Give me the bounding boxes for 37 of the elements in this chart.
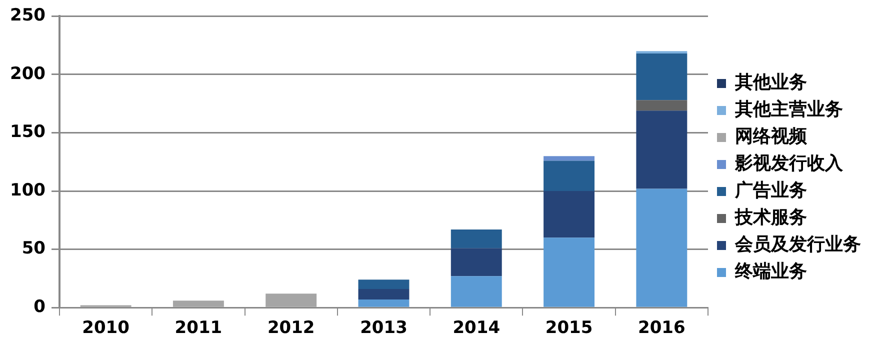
bar <box>266 294 317 307</box>
bar <box>544 238 595 307</box>
legend-label: 技术服务 <box>734 207 807 228</box>
x-tick-label: 2016 <box>638 318 686 338</box>
bar <box>544 160 595 192</box>
bar <box>636 54 688 100</box>
legend-label: 影视发行收入 <box>734 153 844 174</box>
y-tick-label: 250 <box>10 6 46 26</box>
bar <box>544 191 595 238</box>
legend-label: 其他主营业务 <box>734 99 843 120</box>
x-tick-label: 2013 <box>360 318 408 338</box>
legend-label: 会员及发行业务 <box>734 234 861 256</box>
legend-label: 广告业务 <box>734 180 807 202</box>
bar <box>636 188 688 307</box>
bar <box>450 230 502 248</box>
bar <box>358 280 410 289</box>
y-tick-label: 200 <box>10 64 46 84</box>
legend-label: 其他业务 <box>734 72 807 94</box>
y-tick-label: 100 <box>10 180 46 200</box>
bar <box>636 100 688 111</box>
y-tick-label: 50 <box>22 238 46 259</box>
x-tick-label: 2012 <box>267 318 315 338</box>
x-tick-label: 2011 <box>174 318 222 338</box>
x-tick-label: 2010 <box>82 318 130 338</box>
y-tick-label: 0 <box>34 297 46 318</box>
bar <box>450 276 502 307</box>
bar <box>358 288 410 300</box>
bar <box>358 299 410 307</box>
bar <box>172 300 224 307</box>
bar <box>636 110 688 189</box>
legend-label: 终端业务 <box>734 261 807 282</box>
bar <box>544 156 595 161</box>
legend-label: 网络视频 <box>735 126 808 148</box>
x-tick-label: 2015 <box>545 318 593 338</box>
y-tick-label: 150 <box>10 122 46 142</box>
x-tick-label: 2014 <box>452 318 500 338</box>
bar <box>450 248 502 276</box>
